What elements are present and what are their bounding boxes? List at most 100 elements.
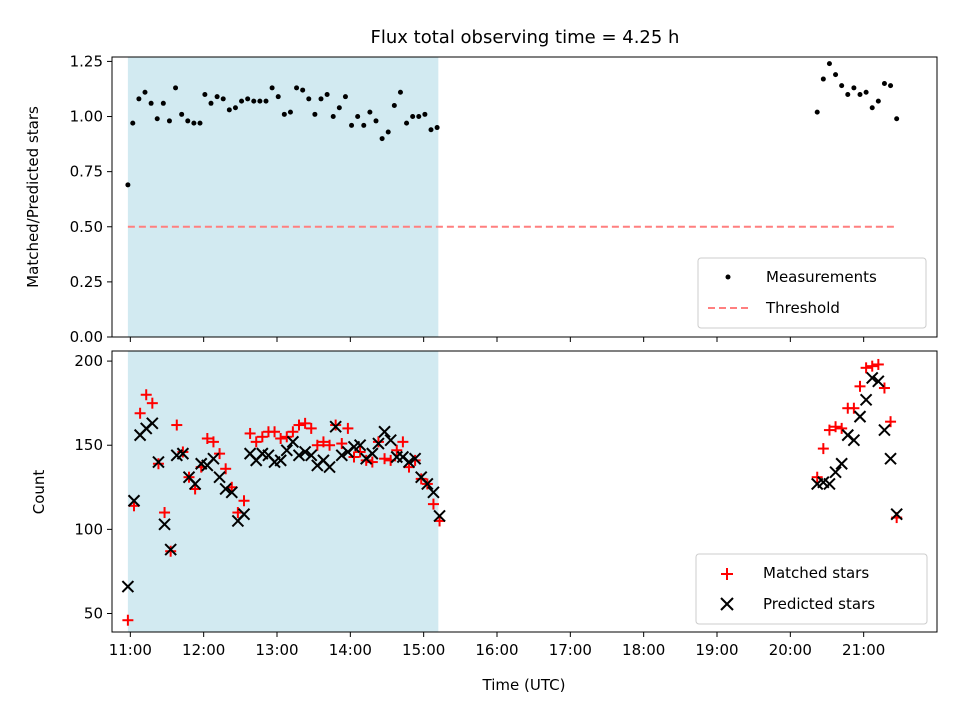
measurement-point	[814, 109, 820, 115]
matched-star-point	[317, 436, 329, 448]
matched-star-point	[275, 432, 287, 444]
measurement-point	[410, 114, 416, 120]
measurement-point	[355, 114, 361, 120]
predicted-star-point	[286, 435, 300, 449]
matched-star-point	[830, 421, 842, 433]
matched-star-point	[348, 451, 360, 463]
x-tick-label: 16:00	[475, 641, 518, 659]
measurement-point	[191, 120, 197, 126]
matched-star-point	[817, 443, 829, 455]
predicted-star-point	[366, 447, 379, 460]
measurement-point	[166, 118, 172, 124]
matched-star-point	[866, 360, 878, 372]
bottom-panel-y-ticks: 50 100 150 200	[74, 352, 112, 622]
predicted-star-point	[433, 509, 446, 523]
predicted-star-point	[152, 455, 165, 469]
predicted-star-point	[872, 375, 885, 388]
bottom-panel: 50 100 150 200 11:00 12:00 13:00 14:00 15:00 16:…	[30, 350, 938, 694]
y-tick-label: 0.00	[70, 328, 103, 346]
predicted-star-point	[237, 508, 251, 521]
predicted-star-point	[421, 477, 434, 491]
predicted-star-point	[372, 437, 385, 450]
matched-star-point	[854, 380, 866, 392]
predicted-star-point	[884, 452, 897, 465]
matched-star-point	[238, 495, 250, 507]
measurement-point	[232, 105, 238, 111]
matched-star-point	[256, 431, 268, 443]
predicted-star-point	[890, 508, 903, 521]
measurement-point	[226, 107, 232, 113]
legend-measurements-marker	[725, 274, 731, 280]
measurement-point	[318, 96, 324, 102]
predicted-star-point	[823, 477, 836, 491]
predicted-star-point	[207, 452, 220, 465]
measurement-point	[361, 122, 367, 128]
predicted-star-point	[225, 486, 238, 499]
x-tick-label: 12:00	[182, 641, 225, 659]
bottom-legend-frame	[695, 553, 928, 625]
predicted-star-point	[219, 482, 232, 496]
predicted-star-point	[866, 371, 879, 385]
predicted-star-point	[305, 449, 318, 462]
legend-matched-label: Matched stars	[763, 564, 869, 582]
matched-star-point	[811, 471, 823, 483]
bottom-legend: Matched stars Predicted stars	[695, 553, 928, 625]
predicted-star-point	[853, 410, 867, 423]
y-tick-label: 1.25	[70, 52, 103, 70]
measurement-point	[185, 118, 191, 124]
matched-star-point	[860, 362, 872, 374]
predicted-star-point	[164, 543, 177, 556]
matched-star-point	[159, 507, 171, 519]
measurement-point	[130, 120, 136, 126]
bottom-panel-marks	[121, 358, 903, 626]
predicted-star-point	[158, 518, 171, 531]
bottom-panel-frame	[111, 350, 938, 633]
measurement-point	[214, 94, 220, 100]
predicted-star-point	[378, 425, 391, 438]
matched-star-point	[201, 432, 213, 444]
measurement-point	[142, 89, 148, 95]
matched-star-point	[165, 545, 177, 557]
top-legend: Measurements Threshold	[697, 257, 927, 329]
predicted-star-point	[408, 452, 422, 465]
measurement-point	[197, 120, 203, 126]
measurement-point	[342, 94, 348, 100]
measurement-point	[220, 96, 226, 102]
matched-star-point	[391, 444, 403, 456]
matched-star-point	[134, 407, 146, 419]
measurement-point	[385, 129, 391, 135]
bottom-panel-x-ticks: 11:00 12:00 13:00 14:00 15:00 16:00 17:00 18:00…	[109, 632, 885, 659]
measurement-point	[428, 127, 434, 133]
measurement-point	[869, 105, 875, 111]
predicted-star-point	[353, 439, 367, 452]
matched-star-point	[269, 426, 281, 438]
predicted-star-point	[298, 445, 312, 459]
matched-star-point	[152, 458, 164, 470]
matched-star-point	[330, 419, 342, 431]
y-tick-label: 50	[84, 604, 103, 622]
measurement-point	[857, 91, 863, 97]
measurement-point	[820, 76, 826, 82]
matched-star-point	[354, 446, 366, 458]
measurement-point	[434, 125, 440, 131]
top-panel-marks	[125, 61, 900, 228]
x-tick-label: 19:00	[695, 641, 738, 659]
measurement-point	[373, 118, 379, 124]
measurement-point	[881, 80, 887, 86]
legend-predicted-marker	[720, 597, 734, 611]
measurement-point	[336, 105, 342, 111]
x-tick-label: 21:00	[842, 641, 885, 659]
legend-predicted-label: Predicted stars	[763, 595, 875, 613]
top-panel-shaded-region	[127, 57, 439, 337]
matched-star-point	[836, 422, 848, 434]
measurement-point	[173, 85, 179, 91]
measurement-point	[136, 96, 142, 102]
y-tick-label: 0.50	[70, 218, 103, 236]
measurement-point	[391, 103, 397, 109]
measurement-point	[300, 87, 306, 93]
measurement-point	[263, 98, 269, 104]
predicted-star-point	[427, 486, 440, 499]
y-tick-label: 100	[74, 520, 103, 538]
measurement-point	[148, 100, 154, 106]
